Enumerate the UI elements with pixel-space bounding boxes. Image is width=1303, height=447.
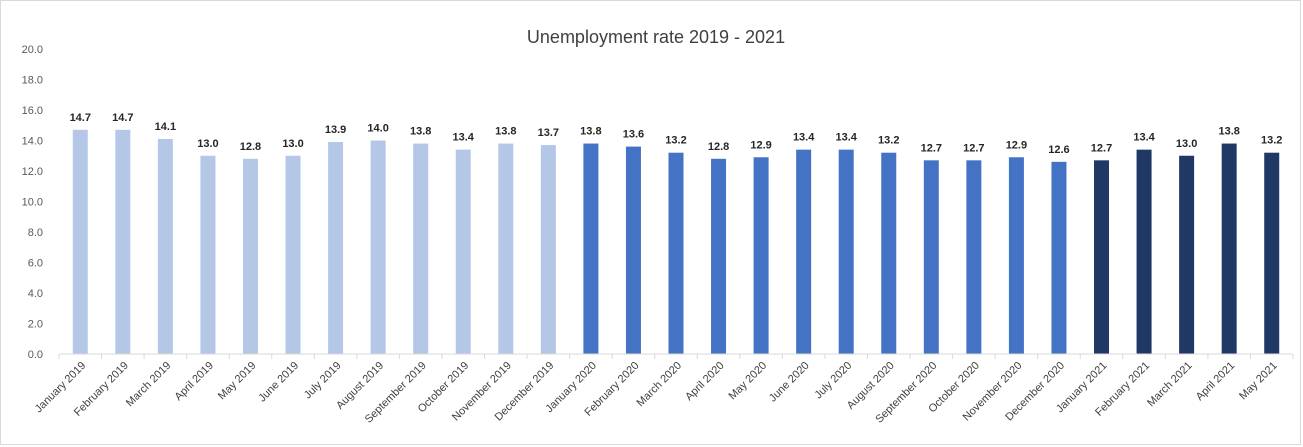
- bar: [200, 155, 216, 354]
- bar: [668, 152, 684, 354]
- bar: [1179, 155, 1195, 354]
- bar: [540, 145, 556, 354]
- y-tick-label: 12.0: [22, 166, 43, 178]
- y-tick-label: 2.0: [28, 319, 43, 331]
- y-tick-label: 10.0: [22, 197, 43, 209]
- bar: [923, 160, 939, 354]
- bar: [583, 143, 599, 354]
- bar: [242, 158, 258, 354]
- data-label: 13.4: [793, 132, 815, 144]
- x-tick-label: April 2021: [1194, 360, 1238, 404]
- bar: [328, 142, 344, 354]
- y-tick-label: 0.0: [28, 349, 43, 361]
- data-label: 13.8: [1218, 126, 1239, 138]
- bar: [498, 143, 514, 354]
- bar: [370, 140, 386, 354]
- data-label: 13.4: [835, 132, 857, 144]
- bar: [1136, 149, 1152, 354]
- data-label: 13.4: [1133, 132, 1155, 144]
- x-tick-label: April 2020: [683, 360, 727, 404]
- bars-group: [72, 129, 1280, 354]
- x-tick-label: May 2019: [216, 360, 259, 403]
- bar: [966, 160, 982, 354]
- bar: [157, 138, 173, 354]
- bar: [115, 129, 131, 354]
- x-tick-label: May 2021: [1237, 360, 1280, 403]
- data-label: 13.9: [325, 124, 346, 136]
- x-tick-label: June 2019: [256, 360, 301, 405]
- bar: [753, 157, 769, 354]
- data-label: 12.7: [1091, 142, 1112, 154]
- x-tick-label: April 2019: [173, 360, 217, 404]
- data-label: 12.6: [1048, 144, 1069, 156]
- x-tick-label: March 2020: [635, 360, 685, 410]
- x-tick-label: July 2020: [813, 360, 855, 402]
- data-label: 13.0: [197, 138, 218, 150]
- data-label: 13.2: [1261, 135, 1282, 147]
- data-label: 12.9: [1006, 139, 1027, 151]
- data-label: 12.8: [708, 141, 729, 153]
- x-tick-label: March 2019: [124, 360, 174, 410]
- data-label: 13.0: [1176, 138, 1197, 150]
- bar: [1221, 143, 1237, 354]
- data-label: 13.8: [580, 126, 601, 138]
- bar: [1094, 160, 1110, 354]
- y-tick-label: 20.0: [22, 44, 43, 56]
- data-label: 13.7: [538, 127, 559, 139]
- data-label: 13.8: [410, 126, 431, 138]
- data-label: 14.7: [70, 112, 91, 124]
- data-label: 14.0: [367, 123, 388, 135]
- x-tick-label: June 2020: [767, 360, 812, 405]
- bar: [881, 152, 897, 354]
- y-tick-label: 16.0: [22, 105, 43, 117]
- data-label: 13.2: [878, 135, 899, 147]
- y-tick-label: 6.0: [28, 258, 43, 270]
- x-tick-label: July 2019: [302, 360, 344, 402]
- y-tick-label: 8.0: [28, 227, 43, 239]
- data-label: 14.1: [155, 121, 176, 133]
- bar: [413, 143, 429, 354]
- data-label: 13.4: [453, 132, 475, 144]
- y-axis: 0.0 2.0 4.0 6.0 8.0 10.0 12.0 14.0 16.0 18.0 20.0: [22, 44, 43, 361]
- chart-title: Unemployment rate 2019 - 2021: [527, 27, 785, 47]
- bar: [285, 155, 301, 354]
- bar: [838, 149, 854, 354]
- data-label: 13.2: [665, 135, 686, 147]
- data-label: 13.6: [623, 129, 644, 141]
- data-label: 12.9: [750, 139, 771, 151]
- data-label: 13.8: [495, 126, 516, 138]
- data-labels-group: 14.7 14.7 14.1 13.0 12.8 13.0 13.9 14.0 13.8 13.4…: [70, 112, 1283, 156]
- y-tick-label: 4.0: [28, 288, 43, 300]
- bar: [796, 149, 812, 354]
- bar: [72, 129, 88, 354]
- bar: [1264, 152, 1280, 354]
- x-tick-label: May 2020: [727, 360, 770, 403]
- data-label: 12.7: [963, 142, 984, 154]
- bar: [1008, 157, 1024, 354]
- x-tick-label: March 2021: [1145, 360, 1195, 410]
- data-label: 14.7: [112, 112, 133, 124]
- bar: [625, 146, 641, 354]
- data-label: 12.8: [240, 141, 261, 153]
- y-tick-label: 18.0: [22, 75, 43, 87]
- bar: [711, 158, 727, 354]
- data-label: 13.0: [282, 138, 303, 150]
- bar: [1051, 161, 1067, 354]
- data-label: 12.7: [921, 142, 942, 154]
- bar: [455, 149, 471, 354]
- y-tick-label: 14.0: [22, 136, 43, 148]
